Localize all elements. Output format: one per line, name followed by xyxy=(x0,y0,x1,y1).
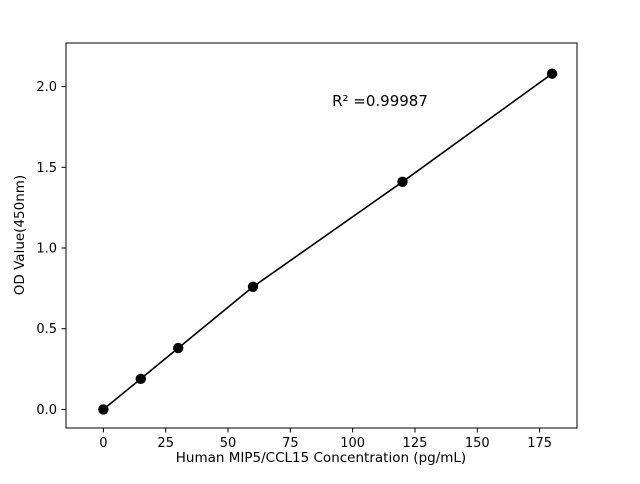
x-tick-label: 25 xyxy=(157,436,174,451)
x-tick-label: 150 xyxy=(465,436,490,451)
x-tick-label: 100 xyxy=(340,436,365,451)
data-point xyxy=(98,404,109,415)
plot-area: 0 25 50 75 100 125 150 175 0.0 0.5 1.0 1.5 2.0 xyxy=(36,42,578,451)
r-squared-annotation: R² =0.99987 xyxy=(332,92,428,110)
y-tick-label: 0.0 xyxy=(36,403,57,418)
data-point xyxy=(135,373,146,384)
y-axis-label: OD Value(450nm) xyxy=(12,175,28,295)
x-tick-label: 175 xyxy=(527,436,552,451)
y-tick-label: 2.0 xyxy=(36,80,57,95)
data-point xyxy=(546,68,558,79)
x-tick-label: 75 xyxy=(282,436,299,451)
data-point xyxy=(173,342,184,354)
x-axis-label: Human MIP5/CCL15 Concentration (pg/mL) xyxy=(176,450,466,466)
data-point xyxy=(397,176,408,187)
x-tick-label: 125 xyxy=(403,436,428,451)
x-tick-label: 50 xyxy=(220,436,237,451)
data-point xyxy=(247,281,259,292)
x-tick-label: 0 xyxy=(99,436,107,451)
fit-line xyxy=(102,73,553,411)
y-tick-label: 1.0 xyxy=(36,242,57,257)
plot-frame xyxy=(65,42,578,429)
y-tick-label: 1.5 xyxy=(36,161,57,176)
y-tick-label: 0.5 xyxy=(36,322,57,337)
